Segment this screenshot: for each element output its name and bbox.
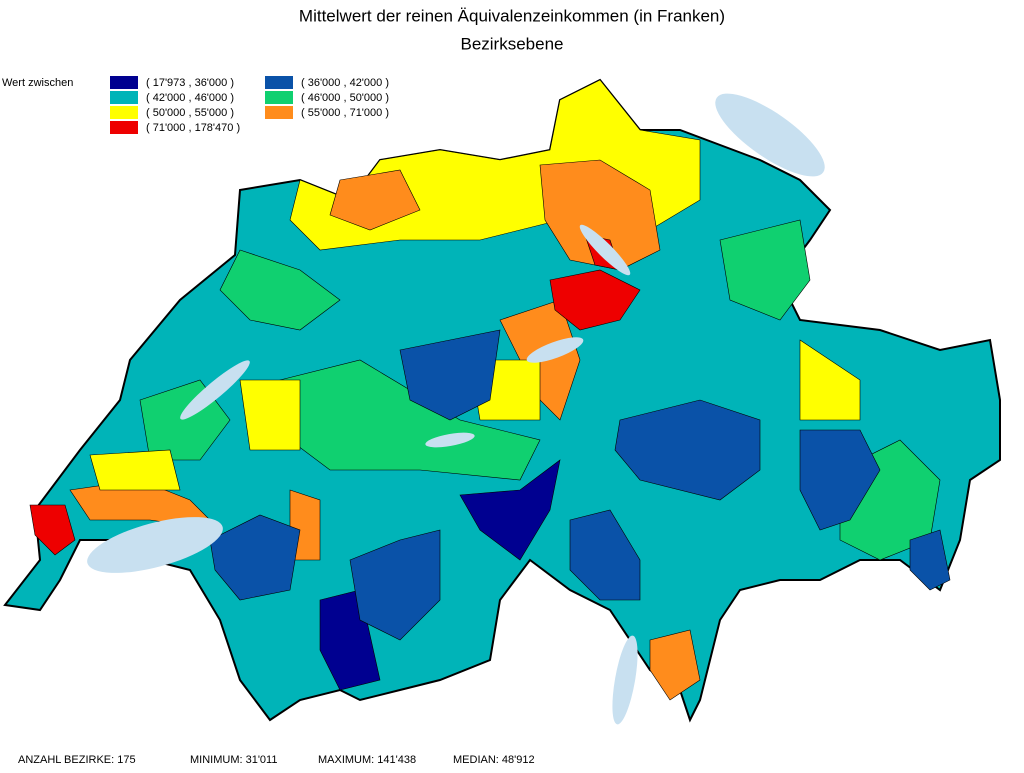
- district: [614, 399, 761, 501]
- legend-entry: ( 55'000 , 71'000 ): [301, 107, 389, 119]
- district: [569, 509, 641, 601]
- district: [329, 169, 421, 231]
- legend-entry: ( 42'000 , 46'000 ): [146, 92, 234, 104]
- district: [239, 379, 301, 451]
- district: [649, 629, 701, 701]
- district: [209, 514, 301, 601]
- legend-swatch: [110, 91, 138, 104]
- legend-swatch: [110, 121, 138, 134]
- lake: [715, 93, 825, 177]
- district: [279, 359, 541, 481]
- legend-entry: ( 50'000 , 55'000 ): [146, 107, 234, 119]
- footer-stat: MINIMUM: 31'011: [190, 754, 277, 766]
- legend-entry: ( 46'000 , 50'000 ): [301, 92, 389, 104]
- legend-swatch: [110, 106, 138, 119]
- legend-swatch: [265, 91, 293, 104]
- footer-stat: ANZAHL BEZIRKE: 175: [18, 754, 136, 766]
- legend-swatch: [265, 76, 293, 89]
- legend-swatch: [110, 76, 138, 89]
- legend-entry: ( 36'000 , 42'000 ): [301, 77, 389, 89]
- map: [3, 78, 1001, 725]
- legend-label: Wert zwischen: [2, 77, 73, 89]
- lake: [425, 432, 475, 448]
- district: [909, 529, 951, 591]
- lake: [579, 224, 631, 276]
- district: [219, 249, 341, 331]
- district: [29, 504, 76, 556]
- lake: [526, 337, 584, 363]
- district: [349, 529, 441, 641]
- district: [719, 219, 811, 321]
- title: Mittelwert der reinen Äquivalenzeinkomme…: [299, 6, 725, 25]
- legend: ( 17'973 , 36'000 ) ( 36'000 , 42'000 ) ( …: [110, 76, 389, 134]
- lake: [180, 360, 250, 420]
- subtitle: Bezirksebene: [460, 34, 563, 53]
- legend-swatch: [265, 106, 293, 119]
- district: [549, 269, 641, 331]
- district: [539, 159, 661, 271]
- district: [399, 329, 501, 421]
- district: [459, 459, 561, 561]
- district: [799, 339, 861, 421]
- legend-entry: ( 71'000 , 178'470 ): [146, 122, 240, 134]
- footer-stat: MAXIMUM: 141'438: [318, 754, 416, 766]
- district: [799, 429, 881, 531]
- district: [89, 449, 181, 491]
- lake: [87, 517, 223, 573]
- footer-stat: MEDIAN: 48'912: [453, 754, 535, 766]
- lake: [612, 635, 638, 725]
- legend-entry: ( 17'973 , 36'000 ): [146, 77, 234, 89]
- footer: ANZAHL BEZIRKE: 175 MINIMUM: 31'011 MAXIMU…: [18, 754, 535, 766]
